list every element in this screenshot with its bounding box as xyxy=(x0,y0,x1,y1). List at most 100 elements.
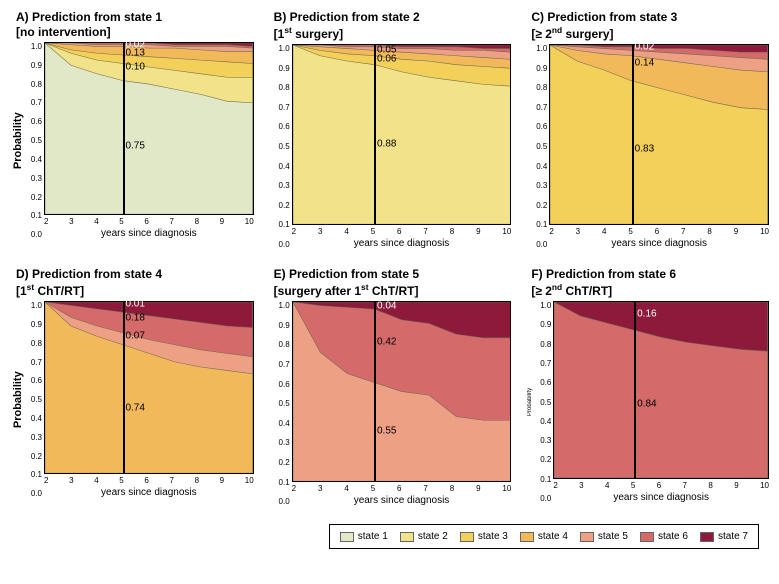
panel-title-line1: E) Prediction from state 5 xyxy=(274,267,419,281)
panel-E: E) Prediction from state 5[surgery after… xyxy=(268,267,512,506)
y-axis-ticks: 0.00.10.20.30.40.50.60.70.80.91.0 xyxy=(274,44,292,249)
legend-swatch xyxy=(580,532,594,542)
annotation: 0.02 xyxy=(635,41,654,52)
annotation: 0.74 xyxy=(125,403,144,414)
panel-title-line1: C) Prediction from state 3 xyxy=(531,10,677,24)
panel-title-line2: [no intervention] xyxy=(16,25,254,40)
reference-vline xyxy=(123,302,125,473)
plot-area: 0.16 0.84 xyxy=(553,301,769,479)
panel-title-line2: [surgery after 1st ChT/RT] xyxy=(274,282,512,299)
annotation: 0.04 xyxy=(377,300,396,311)
y-axis-ticks: 0.00.10.20.30.40.50.60.70.80.91.0 xyxy=(274,301,292,506)
panel-grid: A) Prediction from state 1[no interventi… xyxy=(10,10,769,506)
legend-swatch xyxy=(340,532,354,542)
stacked-area-svg xyxy=(554,302,768,478)
legend-label: state 6 xyxy=(658,531,688,542)
legend-item: state 3 xyxy=(460,531,508,542)
legend-label: state 4 xyxy=(538,531,568,542)
stacked-area-svg xyxy=(293,302,511,481)
legend-item: state 2 xyxy=(400,531,448,542)
legend-swatch xyxy=(700,532,714,542)
annotation: 0.55 xyxy=(377,426,396,437)
annotation: 0.42 xyxy=(377,336,396,347)
annotation: 0.75 xyxy=(125,140,144,151)
x-axis-label: years since diagnosis xyxy=(553,492,769,503)
y-axis-ticks: 0.00.10.20.30.40.50.60.70.80.91.0 xyxy=(535,301,553,503)
x-axis-ticks: 2345678910 xyxy=(44,217,254,226)
panel-title-line2: [≥ 2nd surgery] xyxy=(531,25,769,42)
annotation: 0.06 xyxy=(377,54,396,65)
legend-item: state 6 xyxy=(640,531,688,542)
stacked-area-svg xyxy=(45,43,253,214)
panel-title: E) Prediction from state 5[surgery after… xyxy=(274,267,512,299)
legend-item: state 7 xyxy=(700,531,748,542)
panel-F: F) Prediction from state 6[≥ 2nd ChT/RT]… xyxy=(525,267,769,506)
panel-D: D) Prediction from state 4[1st ChT/RT]Pr… xyxy=(10,267,254,506)
panel-title-line1: B) Prediction from state 2 xyxy=(274,10,420,24)
y-axis-label: Probability xyxy=(10,42,26,239)
panel-title-line1: A) Prediction from state 1 xyxy=(16,10,162,24)
legend-item: state 1 xyxy=(340,531,388,542)
reference-vline xyxy=(634,302,636,478)
x-axis-label: years since diagnosis xyxy=(292,238,512,249)
legend-label: state 2 xyxy=(418,531,448,542)
annotation: 0.83 xyxy=(635,143,654,154)
x-axis-ticks: 2345678910 xyxy=(549,227,769,236)
annotation: 0.84 xyxy=(637,399,656,410)
y-axis-label xyxy=(268,44,274,249)
x-axis-label: years since diagnosis xyxy=(292,495,512,506)
annotation: 0.07 xyxy=(125,331,144,342)
panel-title: C) Prediction from state 3[≥ 2nd surgery… xyxy=(531,10,769,42)
panel-title: B) Prediction from state 2[1st surgery] xyxy=(274,10,512,42)
annotation: 0.18 xyxy=(125,312,144,323)
panel-title-line1: F) Prediction from state 6 xyxy=(531,267,676,281)
annotation: 0.10 xyxy=(125,61,144,72)
panel-title: D) Prediction from state 4[1st ChT/RT] xyxy=(16,267,254,299)
legend-swatch xyxy=(460,532,474,542)
x-axis-ticks: 2345678910 xyxy=(292,484,512,493)
y-axis-ticks: 0.00.10.20.30.40.50.60.70.80.91.0 xyxy=(26,301,44,498)
y-axis-label: Probability xyxy=(525,301,535,503)
reference-vline xyxy=(374,302,376,481)
plot-area: 0.020.130.100.75 xyxy=(44,42,254,215)
reference-vline xyxy=(374,45,376,224)
plot-area: 0.02 0.14 0.83 xyxy=(549,44,769,225)
plot-area: 0.04 0.42 0.55 xyxy=(292,301,512,482)
legend-swatch xyxy=(640,532,654,542)
legend-swatch xyxy=(520,532,534,542)
annotation: 0.14 xyxy=(635,57,654,68)
legend-item: state 4 xyxy=(520,531,568,542)
stacked-area-svg xyxy=(293,45,511,224)
annotation: 0.88 xyxy=(377,138,396,149)
reference-vline xyxy=(632,45,634,224)
panel-title: F) Prediction from state 6[≥ 2nd ChT/RT] xyxy=(531,267,769,299)
legend-label: state 7 xyxy=(718,531,748,542)
annotation: 0.01 xyxy=(125,298,144,309)
panel-C: C) Prediction from state 3[≥ 2nd surgery… xyxy=(525,10,769,249)
panel-title-line2: [≥ 2nd ChT/RT] xyxy=(531,282,769,299)
legend-label: state 1 xyxy=(358,531,388,542)
panel-B: B) Prediction from state 2[1st surgery]0… xyxy=(268,10,512,249)
stacked-area-svg xyxy=(550,45,768,224)
x-axis-label: years since diagnosis xyxy=(44,487,254,498)
panel-title-line1: D) Prediction from state 4 xyxy=(16,267,162,281)
x-axis-label: years since diagnosis xyxy=(44,228,254,239)
legend-swatch xyxy=(400,532,414,542)
x-axis-label: years since diagnosis xyxy=(549,238,769,249)
x-axis-ticks: 2345678910 xyxy=(553,481,769,490)
panel-A: A) Prediction from state 1[no interventi… xyxy=(10,10,254,249)
panel-title-line2: [1st ChT/RT] xyxy=(16,282,254,299)
x-axis-ticks: 2345678910 xyxy=(292,227,512,236)
plot-area: 0.01 0.18 0.07 0.74 xyxy=(44,301,254,474)
stacked-area-svg xyxy=(45,302,253,473)
legend-label: state 3 xyxy=(478,531,508,542)
y-axis-ticks: 0.00.10.20.30.40.50.60.70.80.91.0 xyxy=(26,42,44,239)
legend: state 1 state 2 state 3 state 4 state 5 state… xyxy=(329,524,759,549)
annotation: 0.16 xyxy=(637,309,656,320)
x-axis-ticks: 2345678910 xyxy=(44,476,254,485)
y-axis-label xyxy=(525,44,531,249)
panel-title-line2: [1st surgery] xyxy=(274,25,512,42)
legend-item: state 5 xyxy=(580,531,628,542)
legend-label: state 5 xyxy=(598,531,628,542)
y-axis-ticks: 0.00.10.20.30.40.50.60.70.80.91.0 xyxy=(531,44,549,249)
